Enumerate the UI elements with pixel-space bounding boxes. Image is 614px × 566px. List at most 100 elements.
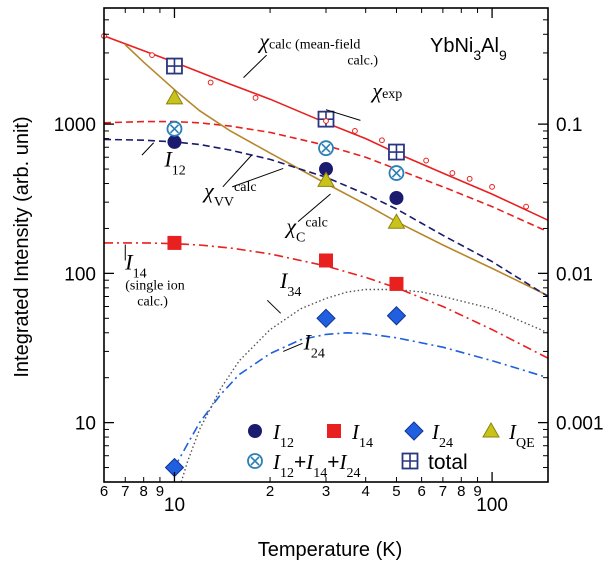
leader-line: [325, 109, 361, 121]
y2-tick-label: 0.1: [556, 115, 582, 136]
x-tick-minor-label: 3: [322, 483, 330, 500]
x-tick-minor-label: 8: [457, 483, 465, 500]
y-tick-label: 100: [64, 264, 96, 285]
chi-exp-point: [523, 203, 530, 210]
series-i24: [164, 306, 407, 478]
legend-item-i24: I24: [404, 420, 453, 451]
chi-c-calc-curve: [124, 44, 548, 297]
i14-marker: [167, 235, 182, 250]
chi-exp-point: [466, 175, 473, 182]
legend-marker: [248, 424, 262, 438]
annotation-I24: I24: [303, 329, 325, 361]
iqe-marker: [165, 88, 184, 105]
chart-title: YbNi3Al9: [430, 35, 507, 63]
chi-exp-point: [423, 157, 430, 164]
y-axis-title: Integrated Intensity (arb. unit): [11, 116, 33, 377]
annotation-I34: I34: [279, 268, 301, 300]
x-tick-label: 10: [164, 495, 185, 516]
leader-line: [243, 54, 267, 78]
series-isum: [166, 120, 405, 181]
y-tick-label: 1000: [54, 115, 96, 136]
annotation-I12: I12: [163, 147, 185, 179]
legend-marker: [327, 424, 341, 438]
y-tick-label: 10: [75, 414, 96, 435]
leader-line: [297, 193, 331, 223]
x-tick-minor-label: 6: [100, 483, 108, 500]
x-tick-label: 100: [476, 495, 508, 516]
annotation-chi-c: χCcalc: [284, 213, 328, 245]
y-axis-right: 0.001 0.01 0.1: [538, 19, 604, 469]
legend-label: total: [428, 451, 468, 474]
annotation-I14-note-line2: calc.): [137, 294, 168, 309]
i12-marker: [389, 190, 404, 205]
annotation-chi-calc: χcalc (mean-field: [257, 29, 360, 54]
x-tick-minor-label: 6: [417, 483, 425, 500]
i24-calc-curve: [173, 331, 548, 468]
i12-calc-curve: [104, 138, 548, 298]
legend-item-total: total: [401, 451, 468, 474]
i12-marker: [319, 162, 333, 177]
chi-exp-point: [489, 183, 495, 190]
chi-exp-point: [379, 137, 385, 144]
x-tick-minor-label: 9: [473, 483, 481, 500]
i34-calc-curve: [180, 288, 548, 482]
series-i14: [167, 235, 404, 291]
y2-tick-label: 0.01: [556, 264, 593, 285]
legend-label: I24: [431, 420, 453, 451]
x-tick-minor-label: 4: [362, 483, 370, 500]
i12-marker: [167, 134, 182, 149]
series-iqe: [165, 88, 406, 229]
legend-label: I14: [351, 420, 373, 451]
i24-marker: [386, 306, 407, 326]
annotation-I14: I14: [124, 250, 146, 282]
iqe-marker: [387, 213, 406, 229]
chi-vv-calc-curve: [104, 120, 548, 233]
annotation-chi-vv: χVVcalc: [202, 178, 256, 210]
legend-marker: [404, 421, 424, 441]
x-tick-minor-label: 2: [266, 483, 274, 500]
i14-marker: [319, 253, 333, 268]
legend-item-iqe: IQE: [482, 420, 535, 451]
chi-exp-point: [449, 170, 456, 176]
legend-label: I12+I14+I24: [272, 450, 361, 481]
leader-line: [222, 154, 253, 188]
leader-line: [266, 299, 282, 314]
total-marker: [388, 143, 405, 161]
legend-marker: [482, 421, 500, 438]
legend-item-i12: I12: [248, 420, 294, 451]
legend-item-isum: I12+I14+I24: [247, 450, 361, 481]
annotation-I14-note: (single ion: [125, 278, 185, 293]
i24-marker: [316, 308, 336, 329]
chi-exp-point: [207, 79, 214, 86]
isum-marker: [166, 120, 183, 137]
x-tick-minor-label: 7: [121, 483, 129, 500]
total-marker: [166, 57, 183, 75]
annotation-chi-calc-line2: calc.): [347, 54, 378, 69]
annotation-leaders: [124, 54, 361, 352]
i14-marker: [389, 276, 404, 291]
chi-exp-point: [323, 118, 329, 124]
y2-tick-label: 0.001: [556, 414, 604, 435]
legend-item-i14: I14: [327, 420, 373, 451]
isum-marker: [318, 140, 334, 157]
y-axis-left: 10 100 1000: [54, 19, 114, 469]
legend-marker: [401, 452, 419, 470]
x-tick-minor-label: 9: [156, 483, 164, 500]
isum-marker: [388, 165, 405, 181]
x-tick-minor-label: 7: [439, 483, 447, 500]
leader-line: [232, 167, 284, 188]
series-chi-exp: [101, 33, 530, 210]
iqe-marker: [317, 171, 335, 187]
chi-exp-point: [252, 94, 259, 101]
chi-exp-point: [149, 52, 155, 59]
leader-line: [283, 342, 303, 352]
x-axis-title: Temperature (K): [258, 539, 403, 561]
chi-exp-point: [352, 128, 358, 134]
x-tick-minor-label: 5: [392, 483, 400, 500]
leader-line: [141, 142, 155, 156]
series-i12: [167, 134, 404, 205]
legend-marker: [247, 453, 263, 469]
